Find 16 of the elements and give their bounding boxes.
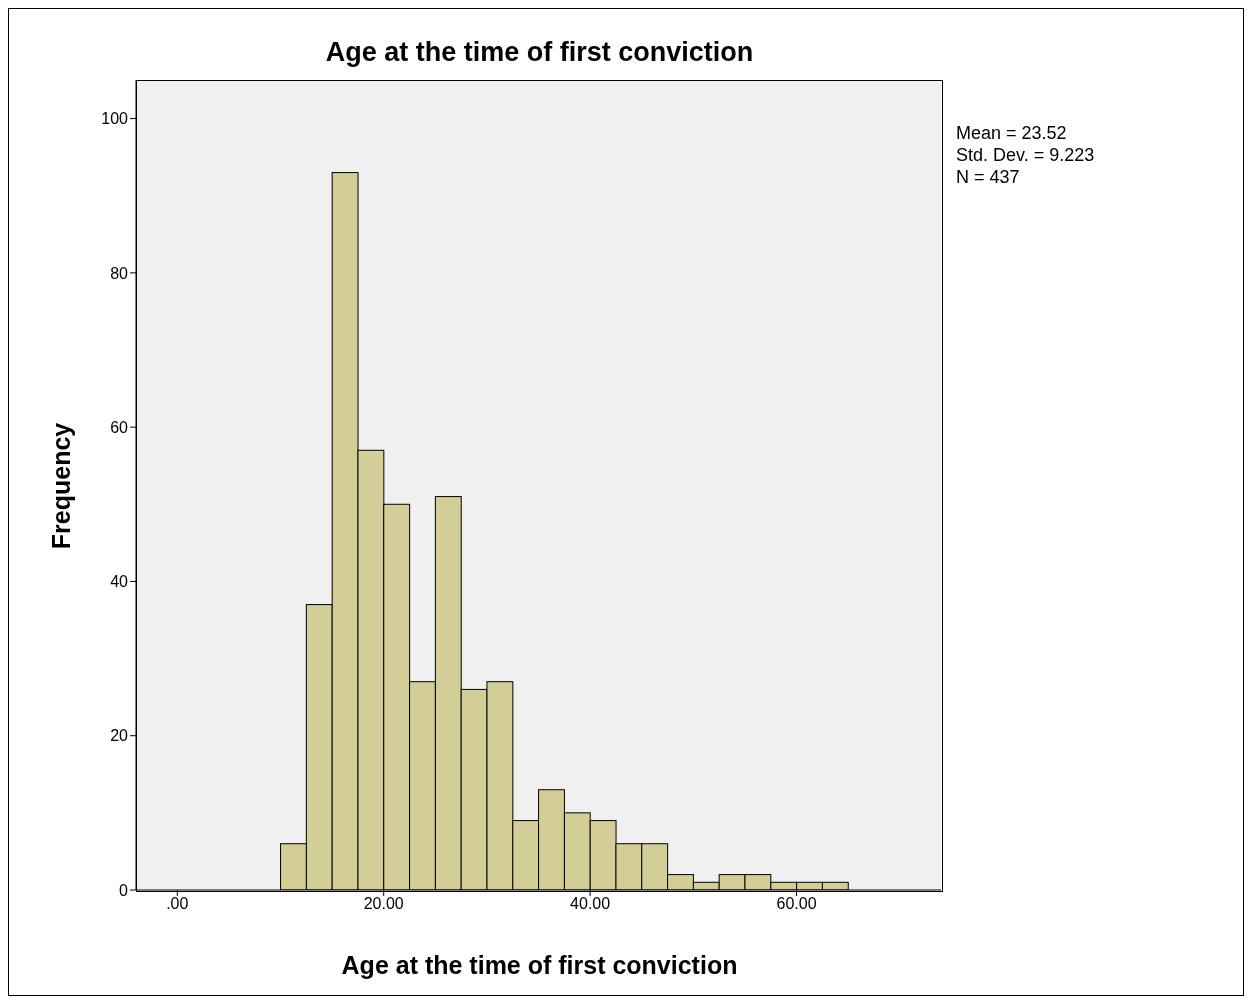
y-axis-title: Frequency: [46, 422, 76, 550]
y-tick-label: 20: [110, 727, 129, 745]
text: N = 437: [956, 166, 1021, 188]
text: Std. Dev. = 9.223: [956, 144, 1095, 166]
chart-title: Age at the time of first conviction: [324, 37, 755, 68]
x-axis-title: Age at the time of first conviction: [340, 951, 739, 980]
text: Mean = 23.52: [956, 122, 1068, 144]
x-tick-label: 40.00: [570, 895, 611, 913]
x-tick-label: 60.00: [776, 895, 817, 913]
y-tick-label: 100: [101, 110, 129, 128]
x-tick-label: 20.00: [363, 895, 404, 913]
x-tick-label: .00: [166, 895, 189, 913]
y-tick-label: 0: [119, 881, 129, 899]
y-tick-label: 80: [110, 264, 129, 282]
y-tick-label: 40: [110, 573, 129, 591]
y-tick-label: 60: [110, 418, 129, 436]
